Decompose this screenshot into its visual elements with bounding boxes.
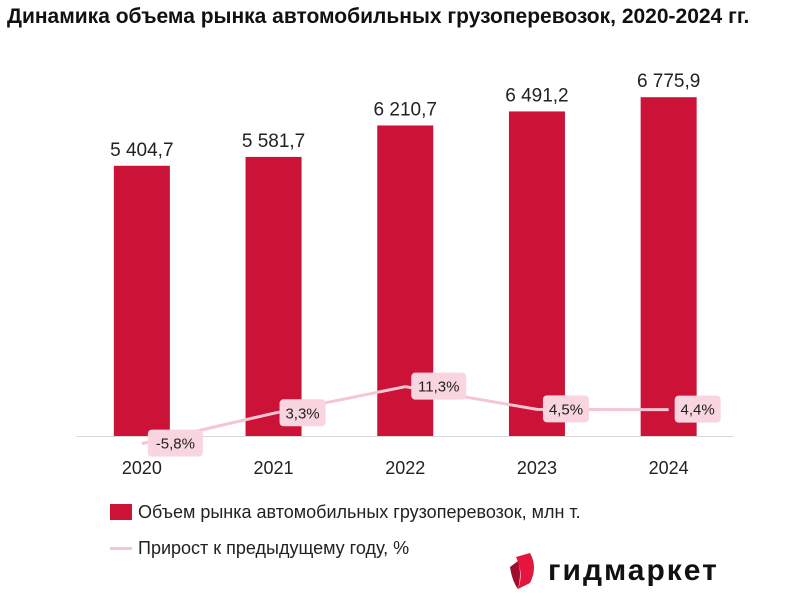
growth-label-2020: -5,8% [156,436,195,453]
growth-label-2023: 4,5% [549,401,583,418]
x-tick-2021: 2021 [254,458,294,478]
bar-2020 [113,165,170,436]
legend-swatch-line [110,546,132,550]
growth-label-box-2021 [279,399,326,427]
legend-item-bar: Объем рынка автомобильных грузоперевозок… [110,494,581,530]
bar-label-2024: 6 775,9 [637,71,700,92]
bar-label-2021: 5 581,7 [242,131,305,152]
x-tick-2023: 2023 [517,458,557,478]
growth-label-box-2020 [147,429,203,457]
growth-label-box-2023 [542,395,589,423]
legend: Объем рынка автомобильных грузоперевозок… [110,494,581,566]
x-tick-2020: 2020 [122,458,162,478]
x-tick-2024: 2024 [649,458,689,478]
legend-label-bar: Объем рынка автомобильных грузоперевозок… [138,501,581,522]
bar-label-2022: 6 210,7 [374,99,437,120]
growth-label-2024: 4,4% [681,402,715,419]
bar-label-2020: 5 404,7 [110,140,173,161]
bar-label-2023: 6 491,2 [505,85,568,106]
bar-2023 [508,111,565,436]
growth-label-box-2024 [674,395,721,423]
legend-item-line: Прирост к предыдущему году, % [110,530,581,566]
bar-2024 [640,97,697,436]
legend-swatch-bar [110,504,132,520]
logo-text: гидмаркет [548,554,719,587]
chart-title: Динамика объема рынка автомобильных груз… [7,5,750,28]
logo-icon [510,553,534,589]
bar-2021 [245,156,302,437]
legend-label-line: Прирост к предыдущему году, % [138,537,410,558]
growth-label-2022: 11,3% [418,379,459,396]
growth-label-2021: 3,3% [285,405,319,422]
x-tick-2022: 2022 [385,458,425,478]
logo: гидмаркет [508,553,719,589]
growth-label-box-2022 [411,372,467,400]
